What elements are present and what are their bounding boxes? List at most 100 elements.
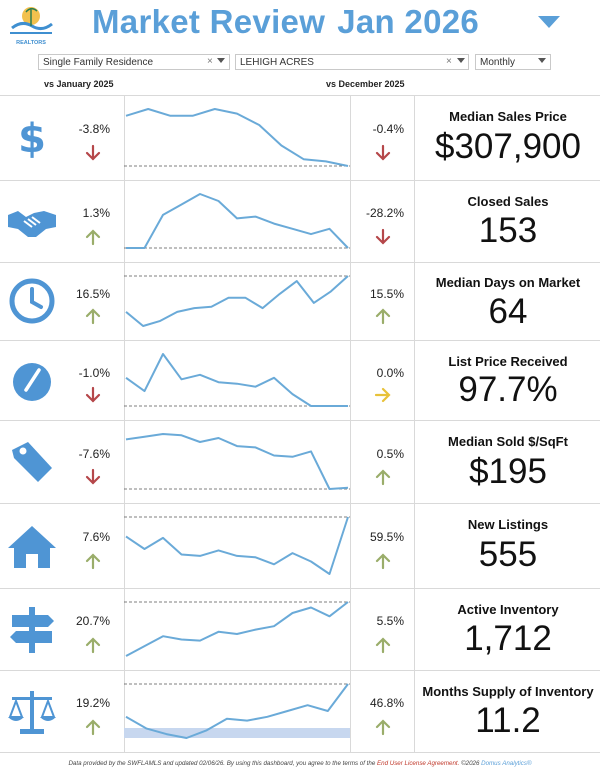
trend-line [126, 193, 349, 249]
trend-line [125, 683, 349, 739]
metric-row: 20.7% 5.5% Active Inventory 1,712 [0, 588, 600, 670]
trend-sparkline [124, 433, 350, 490]
mom-change: 0.0% [376, 366, 404, 380]
yoy-change: 16.5% [75, 287, 110, 301]
arrow-right-icon [374, 387, 391, 403]
trend-sparkline [124, 516, 350, 575]
trend-line [125, 516, 349, 575]
period-caret-icon[interactable] [538, 58, 546, 63]
yoy-change: 1.3% [82, 206, 110, 220]
mom-change: 46.8% [369, 696, 404, 710]
yoy-change: -7.6% [78, 447, 110, 461]
column-header-vs-month: vs December 2025 [326, 79, 405, 89]
trend-sparkline [124, 275, 350, 327]
brokerage-logo: REALTORS [10, 7, 53, 46]
svg-text:$: $ [18, 116, 46, 162]
yoy-arrow [84, 552, 102, 570]
mom-change: -28.2% [365, 206, 404, 220]
metric-name: Active Inventory [457, 602, 559, 617]
gauge-icon [6, 354, 58, 406]
metric-value: 555 [478, 535, 538, 574]
area-clear-icon[interactable]: × [446, 56, 452, 67]
mom-change: 0.5% [376, 447, 404, 461]
trend-sparkline [124, 683, 350, 739]
mom-arrow [374, 718, 392, 736]
mom-change: 5.5% [376, 614, 404, 628]
page-title-month: Jan 2026 [337, 3, 480, 40]
yoy-arrow [84, 386, 102, 404]
area-caret-icon[interactable] [457, 58, 465, 63]
mom-arrow [374, 228, 392, 246]
mom-arrow [374, 468, 392, 486]
metric-row: -7.6% 0.5% Median Sold $/SqFt $195 [0, 420, 600, 503]
yoy-change: 7.6% [82, 530, 110, 544]
metric-name: Median Sales Price [449, 109, 567, 124]
area-value: LEHIGH ACRES [240, 57, 314, 68]
footer-disclaimer: Data provided by the SWFLAMLS and update… [0, 760, 600, 767]
mom-change: 15.5% [369, 287, 404, 301]
column-header-vs-year: vs January 2025 [44, 79, 114, 89]
arrow-down-icon [85, 144, 101, 161]
divider-sparkline-right [350, 95, 351, 752]
divider-metric [414, 95, 415, 752]
yoy-arrow [84, 636, 102, 654]
metric-value: 97.7% [458, 370, 558, 409]
yoy-change: 19.2% [75, 696, 110, 710]
balanced-market-band [124, 728, 350, 738]
mom-change: 59.5% [369, 530, 404, 544]
property-type-caret-icon[interactable] [217, 58, 225, 63]
mom-change: -0.4% [372, 122, 404, 136]
clock-icon [6, 275, 58, 327]
yoy-arrow [84, 307, 102, 325]
trend-line [125, 433, 349, 490]
footer-copyright: ©2026 [459, 760, 482, 767]
metric-name: Median Days on Market [435, 275, 581, 290]
yoy-arrow [84, 718, 102, 736]
arrow-up-icon [85, 553, 101, 570]
yoy-arrow [84, 468, 102, 486]
metric-value: 1,712 [464, 619, 552, 658]
trend-sparkline [124, 601, 350, 657]
arrow-up-icon [85, 308, 101, 325]
metric-row: 16.5% 15.5% Median Days on Market 64 [0, 262, 600, 340]
metric-name: Median Sold $/SqFt [448, 434, 568, 449]
tag-icon [6, 436, 58, 488]
arrow-down-icon [85, 386, 101, 403]
arrow-up-icon [85, 229, 101, 246]
metric-value: $307,900 [435, 127, 581, 166]
mom-arrow [374, 144, 392, 162]
yoy-arrow [84, 228, 102, 246]
yoy-change: 20.7% [75, 614, 110, 628]
scales-icon [6, 685, 58, 737]
trend-line [125, 275, 349, 327]
property-type-value: Single Family Residence [43, 57, 154, 68]
page-title: Market Review Jan 2026 [92, 3, 479, 41]
area-select[interactable]: LEHIGH ACRES × [235, 54, 469, 70]
header: REALTORS Market Review Jan 2026 [0, 0, 600, 48]
arrow-up-icon [375, 553, 391, 570]
mom-arrow [374, 552, 392, 570]
trend-line [125, 353, 348, 407]
arrow-up-icon [375, 637, 391, 654]
logo-text: REALTORS [16, 40, 46, 46]
metric-row: -1.0% 0.0% List Price Received 97.7% [0, 340, 600, 420]
period-select[interactable]: Monthly [475, 54, 551, 70]
arrow-up-icon [85, 637, 101, 654]
metric-value: 153 [478, 211, 538, 250]
handshake-icon [6, 195, 58, 247]
trend-line [125, 601, 349, 657]
dollar-icon: $ [6, 112, 58, 164]
arrow-down-icon [85, 468, 101, 485]
mom-arrow [374, 636, 392, 654]
property-type-clear-icon[interactable]: × [207, 56, 213, 67]
mom-arrow [374, 386, 392, 404]
eula-link[interactable]: End User License Agreement. [377, 760, 460, 767]
property-type-select[interactable]: Single Family Residence × [38, 54, 230, 70]
metric-row: 7.6% 59.5% New Listings 555 [0, 503, 600, 588]
metric-value: $195 [469, 452, 547, 491]
filter-bar: Single Family Residence × LEHIGH ACRES ×… [0, 54, 600, 72]
month-dropdown-caret-icon[interactable] [538, 16, 560, 28]
metric-row: 1.3% -28.2% Closed Sales 153 [0, 180, 600, 262]
arrow-up-icon [375, 469, 391, 486]
arrow-up-icon [85, 719, 101, 736]
